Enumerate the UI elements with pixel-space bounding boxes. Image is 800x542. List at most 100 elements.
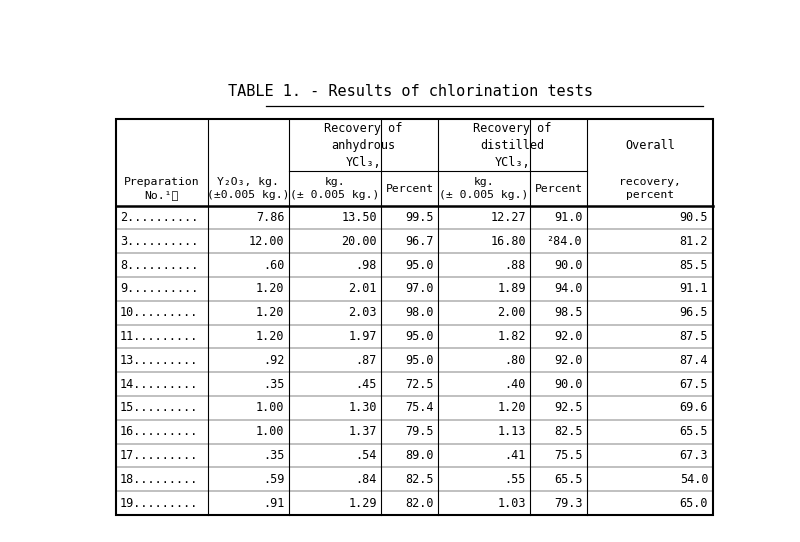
Text: 7.86: 7.86: [256, 211, 284, 224]
Text: .87: .87: [355, 354, 377, 367]
Text: 90.0: 90.0: [554, 259, 583, 272]
Text: 92.0: 92.0: [554, 330, 583, 343]
Text: 98.0: 98.0: [405, 306, 434, 319]
Text: 1.03: 1.03: [498, 496, 526, 509]
Text: 1.97: 1.97: [348, 330, 377, 343]
Text: 92.5: 92.5: [554, 402, 583, 415]
Text: 16.........: 16.........: [120, 425, 198, 438]
Text: 67.3: 67.3: [680, 449, 708, 462]
Text: 11.........: 11.........: [120, 330, 198, 343]
Text: 95.0: 95.0: [405, 354, 434, 367]
Text: .41: .41: [505, 449, 526, 462]
Text: 2.00: 2.00: [498, 306, 526, 319]
Text: 2.03: 2.03: [348, 306, 377, 319]
Text: 20.00: 20.00: [342, 235, 377, 248]
Text: .98: .98: [355, 259, 377, 272]
Text: 79.3: 79.3: [554, 496, 583, 509]
Text: 69.6: 69.6: [680, 402, 708, 415]
Text: 17.........: 17.........: [120, 449, 198, 462]
Text: Overall: Overall: [625, 139, 675, 152]
Text: 1.20: 1.20: [256, 306, 284, 319]
Text: 14.........: 14.........: [120, 378, 198, 391]
Text: 13.50: 13.50: [342, 211, 377, 224]
Text: 1.30: 1.30: [348, 402, 377, 415]
Text: 75.5: 75.5: [554, 449, 583, 462]
Text: 1.20: 1.20: [498, 402, 526, 415]
Text: 91.1: 91.1: [680, 282, 708, 295]
Text: 96.5: 96.5: [680, 306, 708, 319]
Text: 99.5: 99.5: [405, 211, 434, 224]
Text: 3..........: 3..........: [120, 235, 198, 248]
Text: .55: .55: [505, 473, 526, 486]
Text: 54.0: 54.0: [680, 473, 708, 486]
Text: TABLE 1. - Results of chlorination tests: TABLE 1. - Results of chlorination tests: [227, 84, 593, 99]
Text: 1.20: 1.20: [256, 282, 284, 295]
Text: 67.5: 67.5: [680, 378, 708, 391]
Text: .91: .91: [263, 496, 284, 509]
Text: 12.00: 12.00: [249, 235, 284, 248]
Text: Percent: Percent: [386, 184, 434, 193]
Text: 65.5: 65.5: [554, 473, 583, 486]
Text: ²84.0: ²84.0: [546, 235, 582, 248]
Text: 98.5: 98.5: [554, 306, 583, 319]
Text: kg.
(± 0.005 kg.): kg. (± 0.005 kg.): [439, 177, 529, 200]
Text: 2..........: 2..........: [120, 211, 198, 224]
Text: recovery,
percent: recovery, percent: [619, 177, 681, 200]
Text: 95.0: 95.0: [405, 259, 434, 272]
Text: 1.00: 1.00: [256, 425, 284, 438]
Text: 91.0: 91.0: [554, 211, 583, 224]
Text: 82.0: 82.0: [405, 496, 434, 509]
Text: 16.80: 16.80: [490, 235, 526, 248]
Text: 1.82: 1.82: [498, 330, 526, 343]
Text: 65.0: 65.0: [680, 496, 708, 509]
Text: Preparation
No.¹⁄: Preparation No.¹⁄: [124, 177, 199, 200]
Text: 87.4: 87.4: [680, 354, 708, 367]
Text: 1.29: 1.29: [348, 496, 377, 509]
Text: 90.0: 90.0: [554, 378, 583, 391]
Text: 18.........: 18.........: [120, 473, 198, 486]
Text: 65.5: 65.5: [680, 425, 708, 438]
Text: 1.37: 1.37: [348, 425, 377, 438]
Text: 19.........: 19.........: [120, 496, 198, 509]
Text: .84: .84: [355, 473, 377, 486]
Text: 12.27: 12.27: [490, 211, 526, 224]
Text: 94.0: 94.0: [554, 282, 583, 295]
Text: 85.5: 85.5: [680, 259, 708, 272]
Text: .80: .80: [505, 354, 526, 367]
Text: kg.
(± 0.005 kg.): kg. (± 0.005 kg.): [290, 177, 380, 200]
Text: 97.0: 97.0: [405, 282, 434, 295]
Text: .35: .35: [263, 378, 284, 391]
Text: Y₂O₃, kg.
(±0.005 kg.): Y₂O₃, kg. (±0.005 kg.): [207, 177, 290, 200]
Text: 79.5: 79.5: [405, 425, 434, 438]
Text: 95.0: 95.0: [405, 330, 434, 343]
Text: 1.89: 1.89: [498, 282, 526, 295]
Text: .35: .35: [263, 449, 284, 462]
Text: 2.01: 2.01: [348, 282, 377, 295]
Text: 1.20: 1.20: [256, 330, 284, 343]
Text: .54: .54: [355, 449, 377, 462]
Text: Percent: Percent: [534, 184, 583, 193]
Text: .45: .45: [355, 378, 377, 391]
Text: 1.13: 1.13: [498, 425, 526, 438]
Text: 72.5: 72.5: [405, 378, 434, 391]
Text: 8..........: 8..........: [120, 259, 198, 272]
Text: 81.2: 81.2: [680, 235, 708, 248]
Text: 15.........: 15.........: [120, 402, 198, 415]
Text: .40: .40: [505, 378, 526, 391]
Text: Recovery of
distilled
YCl₃,: Recovery of distilled YCl₃,: [474, 122, 552, 169]
Text: 92.0: 92.0: [554, 354, 583, 367]
Text: .92: .92: [263, 354, 284, 367]
Text: 82.5: 82.5: [405, 473, 434, 486]
Text: 82.5: 82.5: [554, 425, 583, 438]
Text: 13.........: 13.........: [120, 354, 198, 367]
Text: 96.7: 96.7: [405, 235, 434, 248]
Text: 75.4: 75.4: [405, 402, 434, 415]
Text: .59: .59: [263, 473, 284, 486]
Text: 10.........: 10.........: [120, 306, 198, 319]
Text: .60: .60: [263, 259, 284, 272]
Text: 1.00: 1.00: [256, 402, 284, 415]
Text: Recovery of
anhydrous
YCl₃,: Recovery of anhydrous YCl₃,: [324, 122, 402, 169]
Text: 87.5: 87.5: [680, 330, 708, 343]
Text: 89.0: 89.0: [405, 449, 434, 462]
Text: .88: .88: [505, 259, 526, 272]
